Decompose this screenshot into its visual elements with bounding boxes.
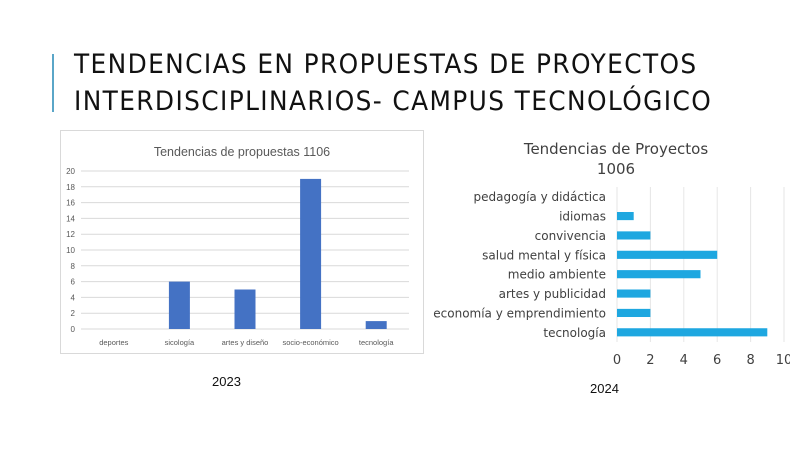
x-tick-2023-2: artes y diseño [222,338,269,347]
y-tick-2024-6: economía y emprendimiento [433,306,606,320]
chart-2024-svg: Tendencias de Proyectos 1006 0 2 4 6 8 10 pedago… [433,140,790,368]
bar-2023-3 [300,178,322,329]
y-tick-2023-7: 14 [66,214,75,223]
bar-2024-6 [617,308,651,318]
chart-2024: Tendencias de Proyectos 1006 0 2 4 6 8 10 pedago… [430,132,790,372]
x-tick-2024-2: 4 [680,353,688,368]
y-tick-2024-1: idiomas [559,210,606,224]
bar-2023-4 [365,321,387,329]
bar-2023-2 [234,289,256,329]
x-tick-2024-4: 8 [746,353,754,368]
bar-2024-5 [617,289,651,298]
y-tick-2024-7: tecnología [543,326,606,340]
chart-2023-svg: Tendencias de propuestas 1106 0 2 4 6 8 10 12 14… [66,145,409,347]
x-tick-2023-0: deportes [99,338,128,347]
slide-title: TENDENCIAS EN PROPUESTAS DE PROYECTOS IN… [74,46,718,120]
y-tick-2023-2: 4 [71,293,76,302]
y-tick-2023-4: 8 [71,262,76,271]
x-tick-2023-4: tecnología [359,338,394,347]
y-tick-2023-6: 12 [66,230,75,239]
x-tick-2024-1: 2 [646,353,654,368]
year-label-2023: 2023 [212,374,241,389]
chart-2023-title: Tendencias de propuestas 1106 [154,145,330,159]
title-line-1: TENDENCIAS EN PROPUESTAS DE PROYECTOS [74,49,698,80]
bar-2024-4 [617,270,701,279]
y-tick-2024-5: artes y publicidad [499,287,606,301]
bar-2024-1 [617,211,634,221]
x-tick-2024-5: 10 [776,353,790,368]
y-tick-2023-9: 18 [66,183,75,192]
x-tick-2024-0: 0 [613,353,621,368]
y-tick-2024-2: convivencia [535,229,606,243]
y-tick-2024-4: medio ambiente [508,268,606,282]
y-tick-2024-0: pedagogía y didáctica [474,190,606,204]
y-tick-2023-3: 6 [71,278,76,287]
x-tick-2023-1: sicología [165,338,195,347]
x-tick-2023-3: socio-económico [282,338,338,347]
chart-2024-title-line1: Tendencias de Proyectos [523,140,709,158]
y-tick-2023-10: 20 [66,167,75,176]
y-tick-2023-5: 10 [66,246,75,255]
bar-2023-1 [168,281,190,329]
accent-bar [52,54,54,112]
bar-2024-7 [617,328,768,337]
y-tick-2023-0: 0 [71,325,76,334]
bar-2024-3 [617,250,718,259]
year-label-2024: 2024 [590,381,619,396]
title-line-2: INTERDISCIPLINARIOS- CAMPUS TECNOLÓGICO [74,86,713,117]
chart-2023: Tendencias de propuestas 1106 0 2 4 6 8 10 12 14… [60,130,424,354]
x-tick-2024-3: 6 [713,353,721,368]
chart-2024-title-line2: 1006 [597,160,635,178]
bar-2024-2 [617,231,651,240]
y-tick-2024-3: salud mental y física [482,248,606,262]
y-tick-2023-8: 16 [66,199,75,208]
y-tick-2023-1: 2 [71,309,76,318]
